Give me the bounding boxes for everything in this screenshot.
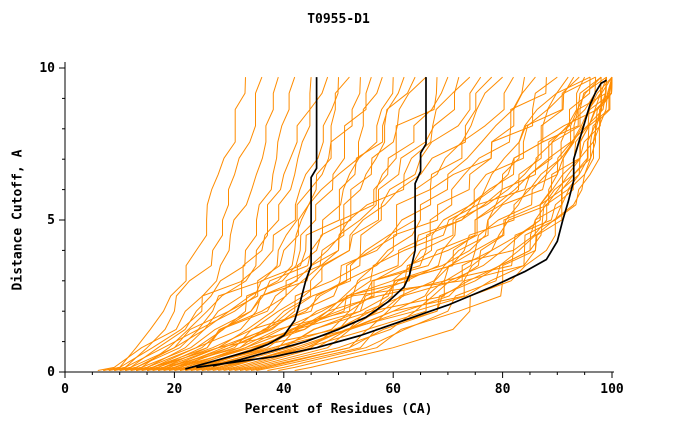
prediction-curve-orange bbox=[119, 77, 339, 371]
prediction-curve-orange bbox=[125, 76, 427, 371]
prediction-curve-orange bbox=[201, 77, 613, 371]
prediction-curve-black bbox=[185, 77, 318, 370]
prediction-curve-orange bbox=[119, 76, 405, 371]
prediction-curve-orange bbox=[190, 76, 591, 371]
prediction-curve-orange bbox=[190, 77, 597, 371]
prediction-curve-orange bbox=[212, 76, 586, 371]
prediction-curve-orange bbox=[97, 76, 279, 371]
prediction-curve-orange bbox=[168, 76, 602, 371]
prediction-curve-orange bbox=[207, 77, 613, 371]
prediction-curve-orange bbox=[278, 77, 613, 371]
x-tick-label: 40 bbox=[276, 382, 292, 397]
prediction-curve-orange bbox=[185, 77, 591, 371]
x-tick-label: 100 bbox=[600, 382, 624, 397]
y-tick-label: 0 bbox=[47, 365, 55, 380]
prediction-curve-orange bbox=[136, 76, 372, 371]
x-tick-label: 20 bbox=[167, 382, 183, 397]
prediction-curve-orange bbox=[229, 76, 602, 371]
prediction-curve-orange bbox=[136, 77, 607, 371]
prediction-curve-orange bbox=[108, 77, 361, 371]
chart-title: T0955-D1 bbox=[307, 12, 370, 27]
x-axis-label: Percent of Residues (CA) bbox=[244, 402, 433, 417]
prediction-curve-orange bbox=[152, 77, 438, 371]
x-tick-label: 80 bbox=[495, 382, 511, 397]
prediction-curve-orange bbox=[130, 76, 449, 371]
prediction-curve-orange bbox=[185, 76, 569, 371]
prediction-curve-orange bbox=[103, 76, 329, 371]
prediction-curve-orange bbox=[147, 76, 514, 371]
x-tick-label: 0 bbox=[61, 382, 69, 397]
prediction-curve-orange bbox=[157, 76, 613, 371]
prediction-curve-orange bbox=[114, 76, 296, 371]
prediction-curve-orange bbox=[250, 76, 607, 371]
prediction-curve-black bbox=[212, 77, 427, 367]
y-tick-label: 5 bbox=[47, 213, 55, 228]
prediction-curve-black bbox=[196, 79, 607, 369]
prediction-curve-orange bbox=[103, 77, 246, 371]
x-tick-label: 60 bbox=[385, 382, 401, 397]
prediction-curve-orange bbox=[125, 77, 312, 371]
prediction-curve-orange bbox=[108, 76, 263, 371]
prediction-curve-orange bbox=[163, 76, 482, 371]
prediction-curve-orange bbox=[294, 76, 613, 371]
prediction-curve-orange bbox=[136, 76, 471, 371]
y-tick-label: 10 bbox=[39, 61, 55, 76]
prediction-curve-orange bbox=[179, 76, 575, 371]
prediction-curve-orange bbox=[141, 76, 493, 371]
prediction-curve-orange bbox=[114, 76, 383, 371]
